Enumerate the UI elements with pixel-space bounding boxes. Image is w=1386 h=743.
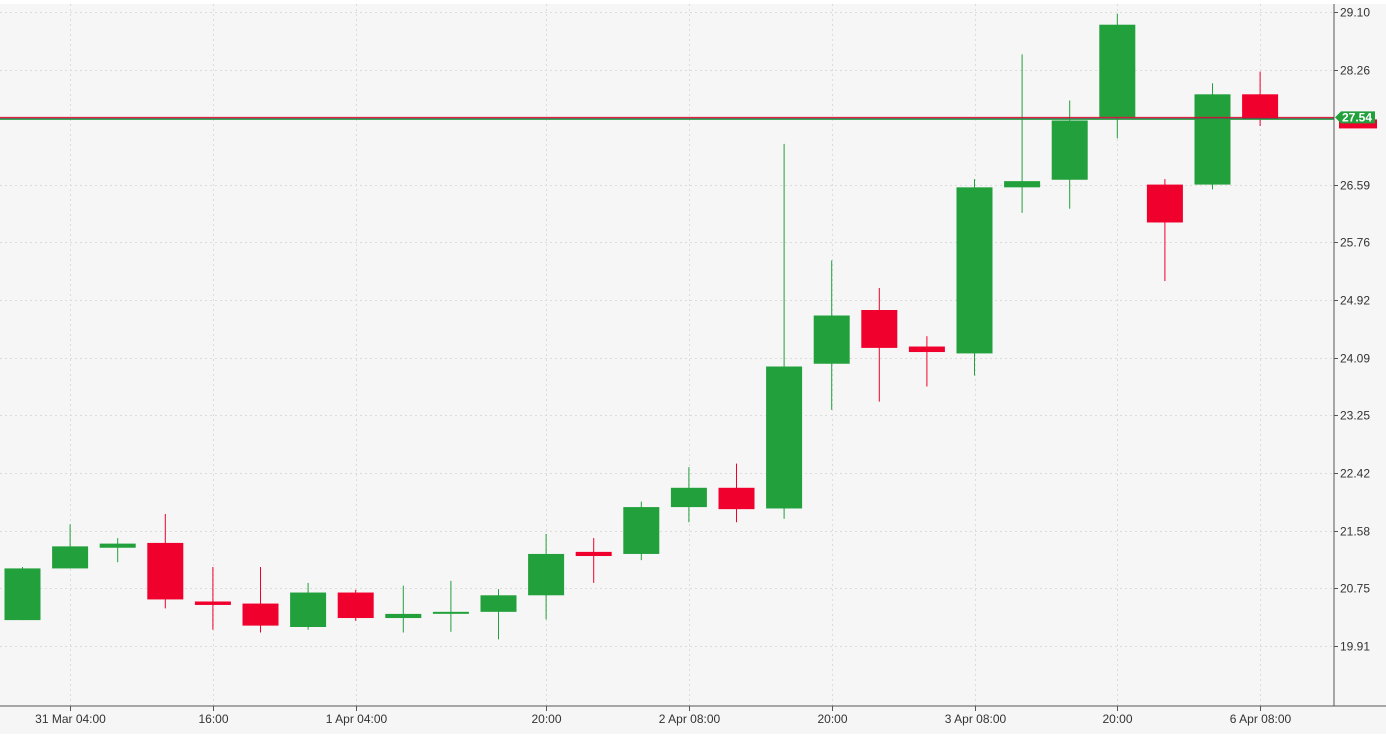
candle-body — [861, 309, 898, 348]
y-axis-ticks: 29.10 28.26 26.59 25.76 24.92 24.09 23.25 22.42… — [1334, 6, 1370, 654]
candle-body — [575, 551, 612, 557]
candle — [718, 463, 755, 523]
bottom-strip — [0, 734, 1386, 743]
candle-body — [908, 346, 945, 353]
candle-body — [337, 592, 374, 619]
candles — [4, 13, 1279, 640]
price-tag-box — [1335, 111, 1375, 124]
x-tick-label: 1 Apr 04:00 — [326, 712, 388, 726]
y-tick-label: 24.92 — [1340, 294, 1370, 308]
candle — [1051, 100, 1088, 209]
candle-body — [813, 315, 850, 364]
candle — [1242, 71, 1279, 127]
candle-body — [528, 553, 565, 596]
candle — [861, 287, 898, 402]
x-tick-label: 2 Apr 08:00 — [659, 712, 721, 726]
candle-body — [147, 542, 184, 600]
y-tick-label: 20.75 — [1340, 582, 1370, 596]
candle — [956, 179, 993, 376]
candle-body — [99, 543, 136, 548]
chart-canvas[interactable]: 29.10 28.26 26.59 25.76 24.92 24.09 23.25 22.42… — [0, 4, 1386, 734]
candle — [1146, 179, 1183, 282]
candle-body — [52, 546, 89, 569]
y-tick-label: 29.10 — [1340, 6, 1370, 20]
candle — [575, 538, 612, 583]
y-tick-label: 26.59 — [1340, 179, 1370, 193]
candle-body — [670, 487, 707, 508]
current-price-line — [0, 116, 1334, 120]
y-tick-label: 22.42 — [1340, 467, 1370, 481]
candle — [1004, 54, 1041, 213]
candle — [670, 467, 707, 523]
candle-body — [432, 611, 469, 614]
candle-body — [766, 366, 803, 509]
candle-body — [1051, 120, 1088, 180]
candlestick-chart: 29.10 28.26 26.59 25.76 24.92 24.09 23.25 22.42… — [0, 4, 1386, 734]
candle-body — [1242, 94, 1279, 120]
y-tick-label: 21.58 — [1340, 525, 1370, 539]
candle — [432, 580, 469, 632]
y-tick-label: 25.76 — [1340, 236, 1370, 250]
candle-body — [1004, 181, 1041, 188]
candle-body — [623, 507, 660, 554]
candle — [147, 513, 184, 609]
candle-body — [956, 187, 993, 354]
price-tag-label: 27.54 — [1342, 110, 1372, 124]
y-tick-label: 28.26 — [1340, 64, 1370, 78]
candle — [528, 533, 565, 620]
candle — [480, 589, 517, 640]
candle-body — [1146, 184, 1183, 223]
candle — [908, 336, 945, 387]
price-tag-shadow — [1339, 119, 1377, 129]
x-tick-label: 20:00 — [531, 712, 561, 726]
x-tick-label: 20:00 — [1102, 712, 1132, 726]
candle-body — [1099, 24, 1136, 118]
y-tick-label: 19.91 — [1340, 640, 1370, 654]
candle-body — [290, 592, 327, 627]
candle-body — [385, 613, 422, 619]
y-tick-label: 23.25 — [1340, 409, 1370, 423]
x-tick-label: 16:00 — [198, 712, 228, 726]
candle-body — [194, 601, 231, 605]
candle — [623, 501, 660, 561]
candle — [194, 567, 231, 630]
candle — [242, 567, 279, 633]
candle — [290, 582, 327, 630]
x-tick-label: 31 Mar 04:00 — [35, 712, 106, 726]
candle — [4, 567, 41, 621]
candle-body — [718, 487, 755, 510]
x-tick-label: 6 Apr 08:00 — [1230, 712, 1292, 726]
x-tick-label: 20:00 — [817, 712, 847, 726]
x-tick-label: 3 Apr 08:00 — [945, 712, 1007, 726]
candle — [337, 589, 374, 621]
candle — [385, 585, 422, 633]
current-price-tag: 27.54 — [1335, 110, 1377, 129]
candle-body — [242, 603, 279, 626]
candle-body — [480, 595, 517, 612]
y-tick-label: 24.09 — [1340, 352, 1370, 366]
candle — [1194, 83, 1231, 190]
candle-body — [4, 568, 41, 621]
x-axis-ticks: 31 Mar 04:00 16:00 1 Apr 04:00 20:00 2 Apr 0… — [35, 706, 1292, 726]
candle — [766, 143, 803, 519]
candle — [52, 524, 89, 569]
candle — [813, 260, 850, 410]
candle — [99, 538, 136, 563]
candle-body — [1194, 94, 1231, 185]
candle — [1099, 13, 1136, 139]
